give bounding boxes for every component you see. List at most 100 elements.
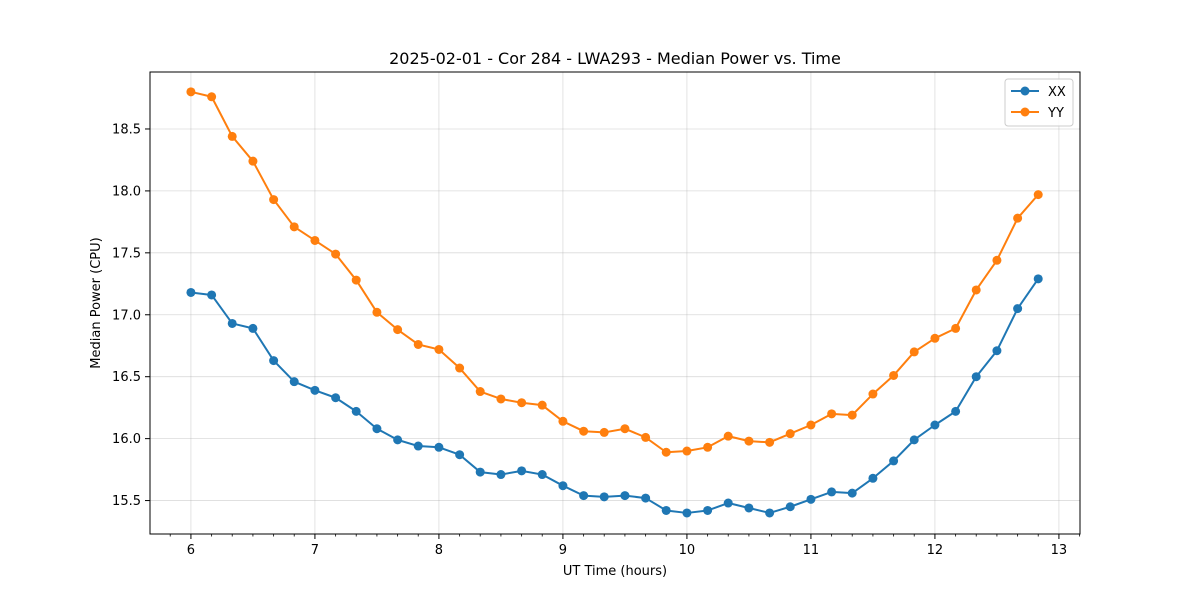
data-point-yy — [455, 363, 465, 373]
data-point-xx — [227, 318, 237, 328]
legend: XX YY — [1004, 78, 1074, 127]
data-point-xx — [682, 508, 692, 518]
x-tick-label: 13 — [1051, 543, 1068, 558]
data-point-yy — [641, 432, 651, 442]
x-tick-label: 9 — [559, 543, 567, 558]
x-axis-ticks: 6 7 8 9 10 11 12 13 — [169, 534, 1081, 558]
series-yy — [186, 87, 1043, 457]
data-point-xx — [496, 470, 506, 480]
data-point-xx — [868, 473, 878, 483]
data-point-xx — [207, 290, 217, 300]
data-point-xx — [827, 487, 837, 497]
data-point-xx — [310, 385, 320, 395]
legend-marker-yy — [1020, 107, 1030, 117]
data-point-yy — [186, 87, 196, 97]
legend-label-xx: XX — [1048, 85, 1066, 100]
y-axis-label: Median Power (CPU) — [89, 237, 104, 368]
data-point-yy — [351, 275, 361, 285]
x-tick-label: 10 — [679, 543, 696, 558]
data-point-xx — [620, 491, 630, 501]
data-point-xx — [723, 498, 733, 508]
data-point-xx — [269, 356, 279, 366]
data-point-yy — [827, 409, 837, 419]
data-point-yy — [599, 427, 609, 437]
data-point-yy — [558, 416, 568, 426]
data-point-yy — [1033, 190, 1043, 200]
data-point-xx — [765, 508, 775, 518]
data-point-yy — [703, 442, 713, 452]
data-point-xx — [434, 442, 444, 452]
data-point-xx — [703, 505, 713, 515]
data-point-yy — [785, 429, 795, 439]
data-point-yy — [1013, 213, 1023, 223]
legend-marker-xx — [1020, 86, 1030, 96]
data-point-yy — [434, 344, 444, 354]
data-point-xx — [455, 450, 465, 460]
data-point-xx — [785, 502, 795, 512]
data-point-xx — [661, 505, 671, 515]
data-point-yy — [248, 156, 258, 166]
x-tick-label: 8 — [435, 543, 443, 558]
data-point-yy — [372, 307, 382, 317]
y-tick-label: 18.5 — [112, 122, 141, 137]
data-point-xx — [537, 470, 547, 480]
series-xx — [186, 274, 1043, 518]
data-point-yy — [620, 424, 630, 434]
data-point-xx — [971, 372, 981, 382]
y-tick-label: 16.0 — [112, 432, 141, 447]
data-point-xx — [599, 492, 609, 502]
data-point-xx — [930, 420, 940, 430]
x-axis-label: UT Time (hours) — [563, 564, 667, 579]
data-point-yy — [765, 437, 775, 447]
data-point-xx — [413, 441, 423, 451]
data-point-xx — [806, 494, 816, 504]
data-point-xx — [351, 406, 361, 416]
y-tick-label: 18.0 — [112, 184, 141, 199]
data-point-yy — [331, 249, 341, 259]
data-point-yy — [847, 410, 857, 420]
data-point-yy — [971, 285, 981, 295]
y-tick-label: 16.5 — [112, 370, 141, 385]
data-point-yy — [393, 325, 403, 335]
data-point-xx — [847, 488, 857, 498]
data-point-yy — [723, 431, 733, 441]
y-axis-ticks: 15.5 16.0 16.5 17.0 17.5 18.0 18.5 — [112, 122, 150, 509]
plot-frame — [149, 71, 1081, 535]
data-point-yy — [806, 420, 816, 430]
data-point-xx — [475, 467, 485, 477]
data-point-xx — [951, 406, 961, 416]
y-tick-label: 17.0 — [112, 308, 141, 323]
data-point-xx — [186, 287, 196, 297]
data-point-xx — [289, 377, 299, 387]
data-point-yy — [909, 347, 919, 357]
data-point-yy — [579, 426, 589, 436]
legend-label-yy: YY — [1047, 106, 1064, 121]
data-point-yy — [951, 323, 961, 333]
x-tick-label: 12 — [927, 543, 944, 558]
data-point-xx — [744, 503, 754, 513]
data-point-yy — [496, 394, 506, 404]
data-point-yy — [661, 447, 671, 457]
data-point-yy — [269, 195, 279, 205]
data-point-yy — [207, 92, 217, 102]
data-point-xx — [641, 493, 651, 503]
data-point-xx — [517, 466, 527, 476]
data-point-yy — [310, 235, 320, 245]
data-point-yy — [889, 370, 899, 380]
data-point-yy — [289, 222, 299, 232]
data-point-yy — [537, 400, 547, 410]
series-layer — [186, 87, 1043, 518]
x-tick-label: 6 — [187, 543, 195, 558]
data-point-yy — [868, 389, 878, 399]
data-point-yy — [517, 398, 527, 408]
y-tick-label: 17.5 — [112, 246, 141, 261]
data-point-yy — [413, 339, 423, 349]
data-point-yy — [930, 333, 940, 343]
x-tick-label: 11 — [803, 543, 820, 558]
x-tick-label: 7 — [311, 543, 319, 558]
data-point-xx — [992, 346, 1002, 356]
data-point-xx — [1013, 304, 1023, 314]
data-point-xx — [558, 481, 568, 491]
data-point-yy — [992, 255, 1002, 265]
